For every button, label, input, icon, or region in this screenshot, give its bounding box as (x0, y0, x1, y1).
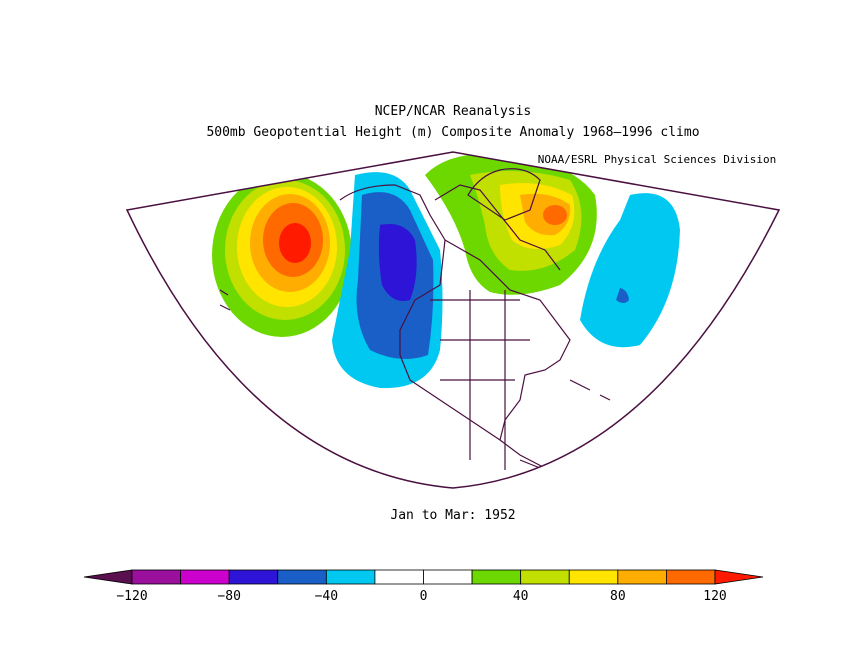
colorbar-segment (326, 570, 375, 584)
colorbar-segment (569, 570, 618, 584)
colorbar-segment (424, 570, 473, 584)
colorbar-tick-label: −120 (116, 589, 147, 604)
colorbar-segment (666, 570, 715, 584)
colorbar-right-arrow (715, 570, 763, 584)
colorbar-tick-label: 0 (420, 589, 428, 604)
colorbar-segment (472, 570, 521, 584)
colorbar-tick-label: −40 (315, 589, 338, 604)
colorbar-segment (181, 570, 230, 584)
colorbar-tick-label: 80 (610, 589, 626, 604)
colorbar-left-arrow (84, 570, 132, 584)
colorbar (84, 570, 763, 584)
pacific-high-anomaly (212, 173, 352, 337)
colorbar-tick-label: 120 (703, 589, 726, 604)
colorbar-ticks: −120 −80 −40 0 40 80 120 (116, 589, 726, 604)
colorbar-segment (278, 570, 327, 584)
period-label: Jan to Mar: 1952 (390, 508, 515, 523)
colorbar-segment (618, 570, 667, 584)
colorbar-segment (521, 570, 570, 584)
colorbar-tick-label: 40 (513, 589, 529, 604)
colorbar-segment (229, 570, 278, 584)
colorbar-segment (375, 570, 424, 584)
colorbar-segment (132, 570, 181, 584)
colorbar-tick-label: −80 (217, 589, 240, 604)
